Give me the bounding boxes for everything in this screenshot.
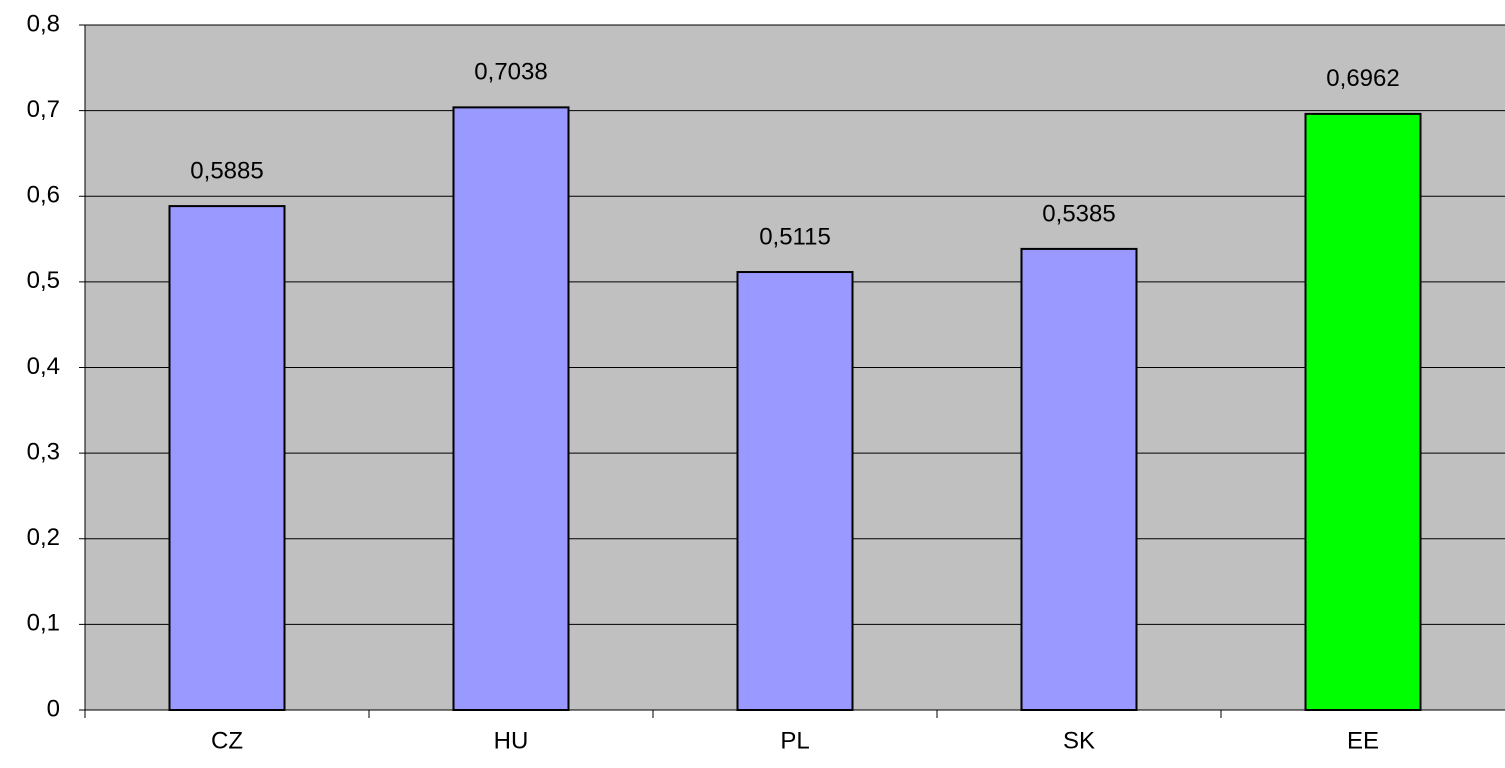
y-tick-label: 0,1 [27, 610, 60, 637]
y-tick-label: 0,7 [27, 96, 60, 123]
data-label: 0,5885 [190, 157, 263, 184]
x-tick-label: SK [1063, 727, 1095, 754]
x-tick-label: PL [780, 727, 809, 754]
data-label: 0,5385 [1042, 200, 1115, 227]
bar [168, 205, 286, 712]
y-tick-label: 0,6 [27, 182, 60, 209]
y-tick-label: 0 [47, 695, 60, 722]
y-tick-label: 0,3 [27, 438, 60, 465]
bar [452, 106, 570, 711]
data-label: 0,5115 [759, 223, 831, 250]
bar [1020, 247, 1138, 712]
x-tick-label: CZ [211, 727, 243, 754]
y-tick-label: 0,4 [27, 353, 60, 380]
y-tick-label: 0,8 [27, 10, 60, 37]
bar [1304, 112, 1422, 712]
y-tick-label: 0,2 [27, 524, 60, 551]
bar [736, 271, 854, 711]
x-tick-label: EE [1347, 727, 1379, 754]
data-label: 0,7038 [474, 59, 547, 86]
data-label: 0,6962 [1326, 65, 1399, 92]
x-tick-label: HU [494, 727, 529, 754]
y-tick-label: 0,5 [27, 267, 60, 294]
